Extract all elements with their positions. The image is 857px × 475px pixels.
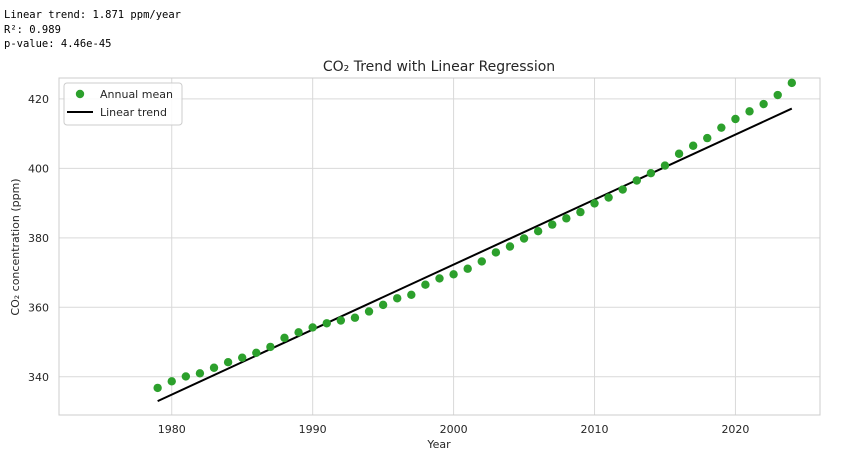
data-point [717, 123, 726, 132]
data-point [364, 307, 374, 316]
data-point [393, 294, 402, 303]
data-point [618, 185, 627, 194]
regression-stats: Linear trend: 1.871 ppm/year R²: 0.989 p… [4, 8, 181, 52]
data-point [562, 214, 571, 223]
data-point [660, 161, 670, 170]
x-axis-label: Year [426, 438, 451, 451]
data-point [548, 220, 557, 229]
data-point [421, 280, 430, 289]
data-point [505, 242, 515, 251]
data-point [646, 168, 656, 178]
y-tick-label: 400 [28, 162, 49, 175]
y-tick-label: 380 [28, 232, 49, 245]
data-point [604, 193, 613, 202]
y-tick-label: 360 [28, 301, 49, 314]
chart-title: CO₂ Trend with Linear Regression [323, 59, 555, 75]
data-point [533, 227, 543, 236]
data-point [238, 353, 247, 362]
data-point [773, 90, 782, 100]
r-squared-text: R²: 0.989 [4, 23, 61, 36]
data-point [378, 300, 388, 310]
data-point [350, 313, 360, 322]
x-tick-label: 2020 [721, 423, 749, 436]
data-point [491, 248, 501, 257]
data-point [745, 107, 754, 116]
data-point [477, 257, 486, 266]
legend-label-annual-mean: Annual mean [100, 88, 173, 101]
data-point [632, 176, 641, 185]
x-tick-label: 1990 [299, 423, 327, 436]
data-point [336, 316, 346, 325]
data-point [266, 342, 275, 352]
linear-trend-text: Linear trend: 1.871 ppm/year [4, 9, 182, 21]
data-point [590, 199, 599, 208]
data-point [280, 333, 289, 343]
data-point [322, 319, 331, 328]
data-point [167, 377, 176, 386]
data-point [463, 264, 472, 273]
data-point [181, 372, 191, 381]
legend-box [63, 82, 183, 126]
x-axis-ticks: 1980 1990 2000 2010 2020 [158, 423, 750, 436]
data-point [195, 369, 205, 378]
data-point [252, 348, 261, 358]
data-point [576, 207, 585, 217]
data-point [435, 274, 444, 283]
plot-frame [58, 77, 821, 416]
x-tick-label: 1980 [158, 423, 186, 436]
legend-marker-annual-mean [75, 89, 85, 99]
y-tick-label: 340 [28, 371, 49, 384]
data-point [731, 114, 740, 124]
data-point [787, 78, 797, 88]
legend-label-linear-trend: Linear trend [100, 106, 167, 119]
legend: Annual mean Linear trend [63, 82, 183, 126]
data-point [519, 234, 529, 243]
data-point [308, 323, 317, 332]
data-point [223, 357, 233, 367]
data-point [209, 363, 219, 372]
data-point [153, 383, 162, 393]
data-point [688, 141, 698, 150]
linear-trend-line [157, 107, 793, 403]
x-tick-label: 2000 [440, 423, 468, 436]
data-point [294, 328, 303, 337]
y-axis-ticks: 340 360 380 400 420 [28, 93, 49, 384]
data-point [407, 290, 416, 299]
data-point [674, 149, 684, 158]
x-tick-label: 2010 [581, 423, 609, 436]
data-point [449, 270, 458, 279]
data-point [759, 99, 768, 109]
annual-mean-points [153, 78, 797, 393]
data-point [703, 133, 712, 143]
y-tick-label: 420 [28, 93, 49, 106]
y-axis-label: CO₂ concentration (ppm) [9, 178, 22, 315]
p-value-text: p-value: 4.46e-45 [4, 38, 112, 50]
grid [59, 78, 820, 415]
